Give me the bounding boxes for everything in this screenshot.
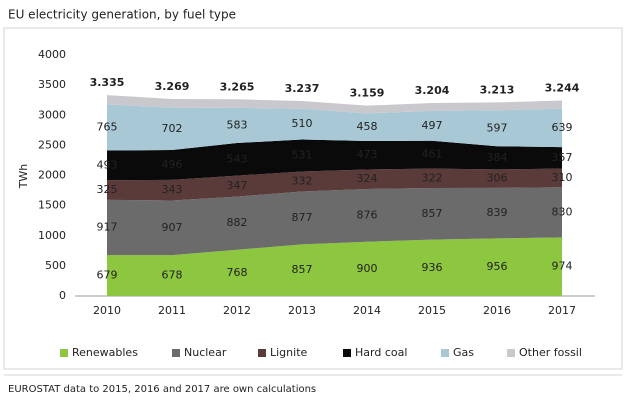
x-tick-label: 2016	[483, 304, 511, 317]
data-label: 936	[422, 261, 443, 274]
x-tick-label: 2011	[158, 304, 186, 317]
legend-swatch	[343, 349, 351, 357]
footnote: EUROSTAT data to 2015, 2016 and 2017 are…	[8, 384, 316, 395]
data-label: 510	[292, 117, 313, 130]
data-label: 310	[552, 171, 573, 184]
area	[107, 95, 562, 114]
y-axis-label: TWh	[17, 164, 30, 190]
legend-swatch	[507, 349, 515, 357]
y-tick-label: 0	[59, 289, 66, 302]
data-label: 332	[292, 175, 313, 188]
data-label: 343	[162, 183, 183, 196]
data-label: 678	[162, 269, 183, 282]
data-label: 473	[357, 148, 378, 161]
total-label: 3.237	[285, 82, 320, 95]
area	[107, 168, 562, 201]
legend-swatch	[172, 349, 180, 357]
data-label: 357	[552, 151, 573, 164]
area	[107, 104, 562, 151]
y-tick-label: 1500	[38, 199, 66, 212]
legend-label: Other fossil	[519, 346, 582, 359]
data-label: 830	[552, 205, 573, 218]
total-label: 3.244	[545, 82, 580, 95]
data-label: 974	[552, 260, 573, 273]
chart-frame	[3, 27, 623, 370]
data-label: 597	[487, 121, 508, 134]
legend-swatch	[60, 349, 68, 357]
legend-label: Lignite	[270, 346, 308, 359]
legend-swatch	[258, 349, 266, 357]
total-label: 3.159	[350, 87, 385, 100]
data-label: 857	[422, 207, 443, 220]
data-label: 876	[357, 208, 378, 221]
y-tick-label: 1000	[38, 229, 66, 242]
data-label: 900	[357, 262, 378, 275]
data-label: 322	[422, 171, 443, 184]
area	[107, 139, 562, 181]
legend-swatch	[441, 349, 449, 357]
data-label: 493	[97, 158, 118, 171]
x-tick-label: 2013	[288, 304, 316, 317]
x-tick-label: 2014	[353, 304, 381, 317]
x-tick-label: 2015	[418, 304, 446, 317]
legend-label: Nuclear	[184, 346, 227, 359]
data-label: 497	[422, 119, 443, 132]
data-label: 306	[487, 172, 508, 185]
data-label: 531	[292, 149, 313, 162]
area	[107, 187, 562, 256]
y-tick-label: 3000	[38, 108, 66, 121]
data-label: 324	[357, 172, 378, 185]
y-tick-label: 4000	[38, 48, 66, 61]
data-label: 543	[227, 152, 248, 165]
y-tick-label: 2000	[38, 169, 66, 182]
data-label: 458	[357, 120, 378, 133]
total-label: 3.213	[480, 83, 515, 96]
y-tick-label: 500	[45, 259, 66, 272]
data-label: 857	[292, 263, 313, 276]
data-label: 679	[97, 269, 118, 282]
data-label: 325	[97, 183, 118, 196]
x-tick-label: 2010	[93, 304, 121, 317]
total-label: 3.335	[90, 76, 125, 89]
data-label: 639	[552, 121, 573, 134]
total-label: 3.269	[155, 80, 190, 93]
data-label: 907	[162, 221, 183, 234]
data-label: 956	[487, 260, 508, 273]
data-label: 765	[97, 121, 118, 134]
data-label: 917	[97, 220, 118, 233]
total-label: 3.204	[415, 84, 450, 97]
legend-label: Renewables	[72, 346, 138, 359]
x-tick-label: 2012	[223, 304, 251, 317]
data-label: 347	[227, 179, 248, 192]
legend-label: Gas	[453, 346, 474, 359]
data-label: 583	[227, 118, 248, 131]
x-tick-label: 2017	[548, 304, 576, 317]
total-label: 3.265	[220, 80, 255, 93]
data-label: 768	[227, 266, 248, 279]
y-tick-label: 3500	[38, 78, 66, 91]
data-label: 461	[422, 148, 443, 161]
data-label: 384	[487, 151, 508, 164]
legend-label: Hard coal	[355, 346, 407, 359]
data-label: 877	[292, 211, 313, 224]
chart-title: EU electricity generation, by fuel type	[8, 8, 236, 22]
y-tick-label: 2500	[38, 138, 66, 151]
data-label: 882	[227, 216, 248, 229]
data-label: 839	[487, 206, 508, 219]
data-label: 496	[162, 158, 183, 171]
area	[107, 237, 562, 296]
data-label: 702	[162, 122, 183, 135]
